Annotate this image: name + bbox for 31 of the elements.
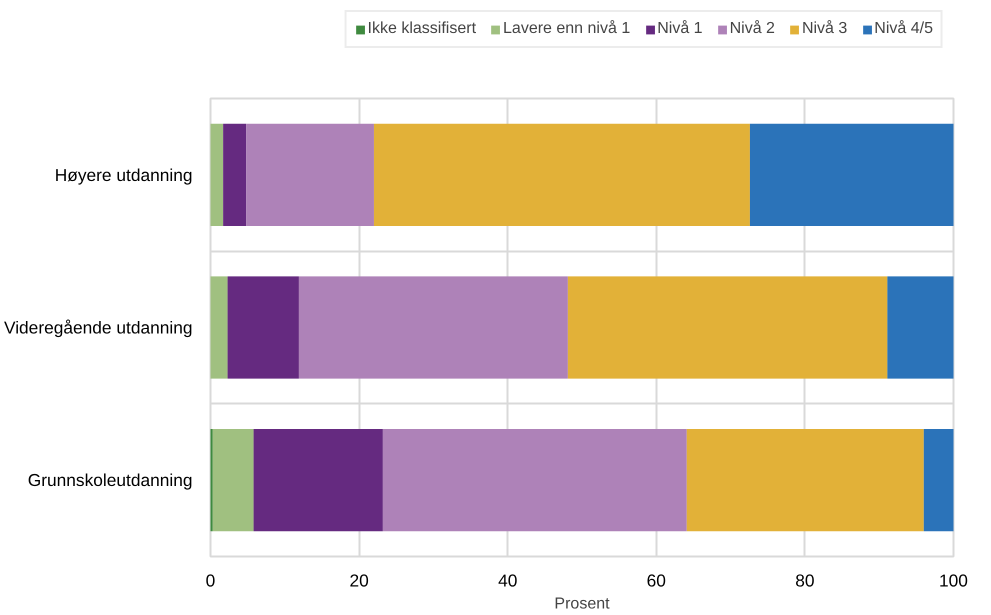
bar [924, 429, 954, 532]
bar [212, 429, 254, 532]
bar [246, 124, 374, 226]
bar [568, 276, 888, 379]
x-tick-label: 80 [795, 570, 815, 590]
bar [374, 124, 750, 226]
bar [686, 429, 924, 532]
x-tick-label: 60 [646, 570, 666, 590]
bar [750, 124, 954, 226]
bar [887, 276, 954, 379]
bar [223, 124, 246, 226]
legend-label: Nivå 4/5 [874, 20, 933, 38]
legend-label: Ikke klassifisert [368, 20, 476, 38]
x-tick-label: 20 [349, 570, 369, 590]
bar [210, 124, 224, 226]
x-tick-label: 40 [498, 570, 518, 590]
y-tick-label: Videregående utdanning [4, 318, 193, 338]
bar [254, 429, 383, 532]
x-axis-title: Prosent [554, 596, 610, 612]
x-tick-label: 0 [206, 570, 216, 590]
x-tick-label: 100 [939, 570, 968, 590]
y-tick-label: Høyere utdanning [54, 164, 193, 185]
bar [298, 276, 568, 379]
bar [210, 276, 228, 379]
legend-label: Lavere enn nivå 1 [503, 20, 630, 38]
legend-label: Nivå 2 [730, 20, 775, 38]
bar [228, 276, 299, 379]
y-tick-label: Grunnskoleutdanning [28, 470, 193, 490]
legend-label: Nivå 1 [657, 20, 703, 38]
bar [382, 429, 687, 532]
legend-label: Nivå 3 [802, 20, 848, 38]
